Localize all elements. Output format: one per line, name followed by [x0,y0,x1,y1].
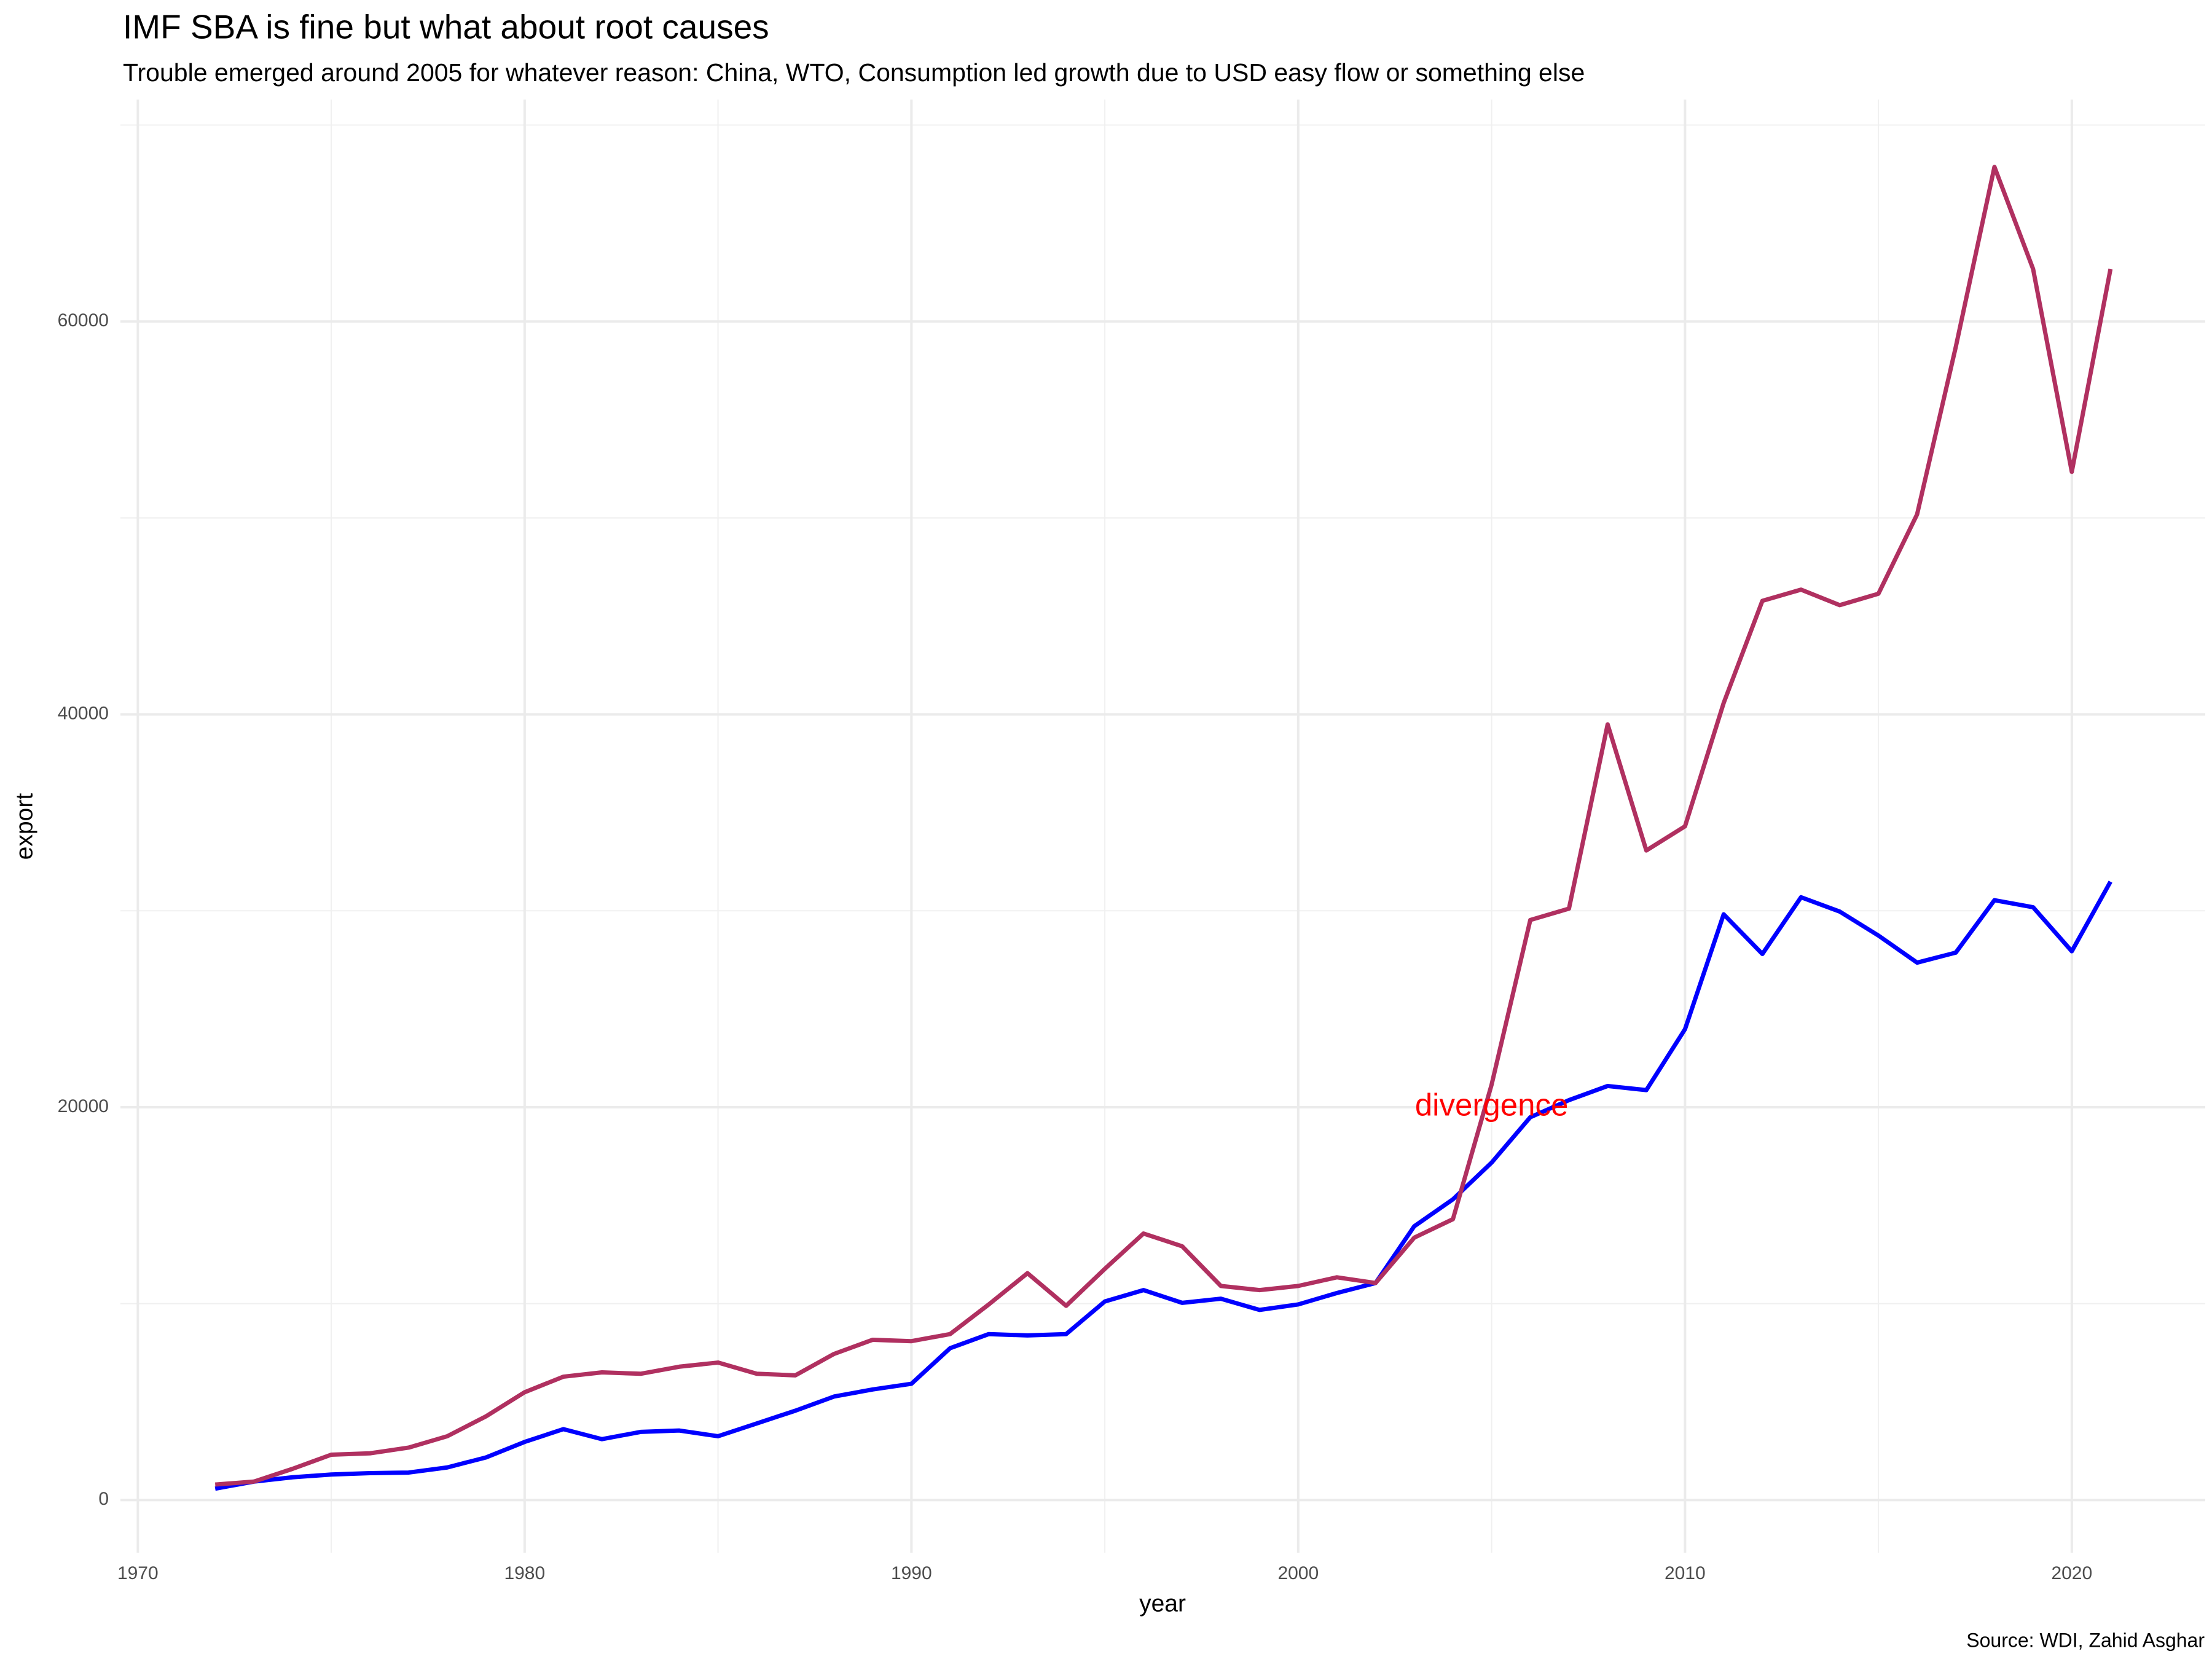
line-series [214,165,2113,1487]
plot: divergence [214,165,2113,1491]
line-series [214,880,2112,1491]
x-tick-label: 1980 [504,1563,545,1583]
y-tick-label: 20000 [58,1096,109,1116]
chart-subtitle: Trouble emerged around 2005 for whatever… [123,58,1585,87]
chart-title: IMF SBA is fine but what about root caus… [123,8,769,46]
x-tick-label: 2010 [1665,1563,1706,1583]
y-axis-title: export [11,793,37,860]
caption: Source: WDI, Zahid Asghar [1966,1629,2205,1651]
y-tick-label: 40000 [58,704,109,724]
x-axis-title: year [1139,1590,1186,1617]
y-tick-label: 60000 [58,310,109,331]
x-tick-label: 1970 [117,1563,159,1583]
x-tick-label: 2020 [2051,1563,2092,1583]
grid [120,100,2205,1553]
annotation: divergence [1415,1087,1569,1122]
x-tick-label: 1990 [891,1563,932,1583]
x-tick-label: 2000 [1277,1563,1319,1583]
y-tick-label: 0 [98,1489,109,1509]
